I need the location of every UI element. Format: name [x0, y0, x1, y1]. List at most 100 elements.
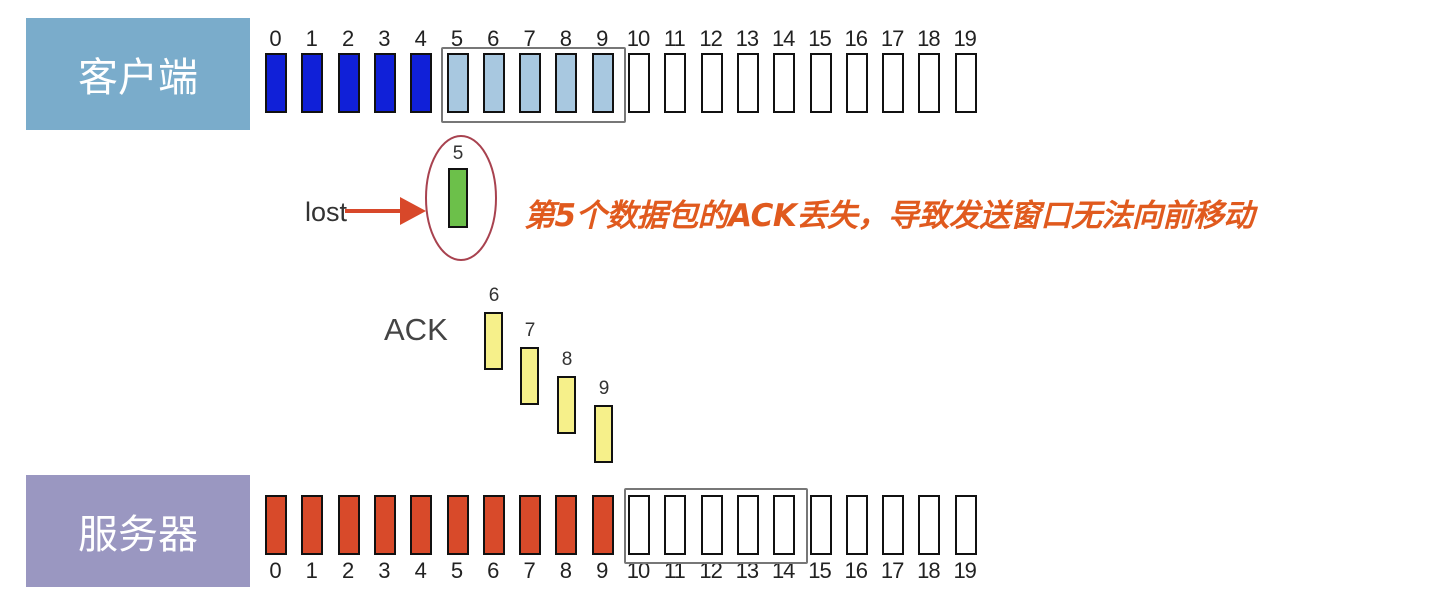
server-seq-label: 10 — [626, 558, 650, 583]
client-packet — [591, 53, 614, 113]
server-seq-label: 6 — [487, 558, 499, 583]
server-packet — [845, 495, 868, 555]
server-seq-label: 1 — [305, 558, 318, 583]
server-seq-label: 18 — [917, 558, 940, 583]
server-seq-label: 15 — [808, 558, 831, 583]
client-packet — [845, 53, 868, 113]
client-seq-label: 19 — [953, 26, 976, 51]
client-packet — [265, 53, 287, 113]
client-packet — [446, 53, 469, 113]
lost-label: lost — [305, 197, 348, 227]
server-packet — [773, 495, 796, 555]
server-seq-label: 14 — [771, 558, 795, 583]
client-seq-label: 6 — [487, 26, 499, 51]
client-seq-label: 4 — [414, 26, 427, 51]
ack-number: 6 — [488, 285, 500, 306]
lost-arrow-icon — [400, 197, 426, 225]
server-packet — [410, 495, 433, 555]
server-packet — [700, 495, 723, 555]
server-seq-label: 8 — [559, 558, 572, 583]
client-seq-label: 5 — [450, 26, 463, 51]
annotation-text: 第5个数据包的ACK丢失，导致发送窗口无法向前移动 — [524, 198, 1254, 234]
client-label: 客户端 — [26, 18, 250, 130]
server-seq-label: 11 — [663, 558, 686, 583]
client-seq-label: 8 — [559, 26, 572, 51]
client-packet — [373, 53, 396, 113]
client-seq-label: 18 — [917, 26, 940, 51]
server-seq-label: 7 — [523, 558, 535, 583]
client-packet — [700, 53, 723, 113]
client-seq-label: 10 — [626, 26, 650, 51]
client-packet — [482, 53, 505, 113]
client-packet — [664, 53, 687, 113]
server-packet — [591, 495, 614, 555]
server-packet — [301, 495, 324, 555]
server-seq-label: 4 — [414, 558, 427, 583]
client-seq-label: 0 — [269, 26, 281, 51]
server-seq-label: 3 — [378, 558, 390, 583]
server-packet — [809, 495, 832, 555]
lost-ack-packet — [448, 168, 468, 228]
ack-packet — [594, 405, 613, 463]
ack-packet — [520, 347, 539, 405]
client-packet — [918, 53, 941, 113]
client-packet — [736, 53, 759, 113]
client-seq-label: 13 — [735, 26, 759, 51]
server-packet — [337, 495, 360, 555]
server-packet — [373, 495, 396, 555]
server-packet — [446, 495, 469, 555]
server-seq-label: 17 — [880, 558, 904, 583]
client-seq-label: 16 — [844, 26, 868, 51]
client-packet — [337, 53, 360, 113]
server-packet — [954, 495, 977, 555]
server-packet — [555, 495, 578, 555]
client-seq-label: 3 — [378, 26, 390, 51]
client-seq-label: 11 — [663, 26, 686, 51]
server-receive-window — [624, 488, 808, 564]
server-packet — [482, 495, 505, 555]
client-packet — [628, 53, 650, 113]
client-seq-label: 9 — [596, 26, 608, 51]
ack-number: 8 — [561, 349, 573, 370]
client-seq-label: 12 — [699, 26, 722, 51]
ack-packet — [557, 376, 576, 434]
ack-packet — [484, 312, 503, 370]
client-packet — [773, 53, 796, 113]
client-seq-label: 15 — [808, 26, 831, 51]
server-packet — [519, 495, 542, 555]
client-packet — [809, 53, 832, 113]
server-seq-label: 12 — [699, 558, 722, 583]
client-packet — [519, 53, 542, 113]
server-seq-label: 2 — [341, 558, 354, 583]
client-seq-label: 2 — [341, 26, 354, 51]
server-seq-label: 13 — [735, 558, 759, 583]
server-packet — [664, 495, 687, 555]
server-seq-label: 16 — [844, 558, 868, 583]
server-packet — [882, 495, 905, 555]
client-seq-label: 14 — [771, 26, 795, 51]
lost-highlight-ellipse — [425, 135, 497, 261]
client-packet — [301, 53, 324, 113]
client-seq-label: 1 — [305, 26, 318, 51]
client-seq-label: 7 — [523, 26, 535, 51]
client-packet — [954, 53, 977, 113]
client-packet — [410, 53, 433, 113]
server-packet — [628, 495, 650, 555]
client-packet — [882, 53, 905, 113]
ack-number: 9 — [598, 378, 610, 399]
ack-number: 7 — [524, 320, 536, 341]
client-send-window — [441, 47, 626, 123]
client-seq-label: 17 — [880, 26, 904, 51]
server-packet — [265, 495, 287, 555]
server-packet — [918, 495, 941, 555]
ack-label: ACK — [384, 312, 448, 347]
server-packet — [736, 495, 759, 555]
lost-packet-number: 5 — [452, 143, 464, 164]
server-seq-label: 19 — [953, 558, 976, 583]
server-seq-label: 5 — [450, 558, 463, 583]
client-packet — [555, 53, 578, 113]
server-label: 服务器 — [26, 475, 250, 587]
server-seq-label: 0 — [269, 558, 281, 583]
server-seq-label: 9 — [596, 558, 608, 583]
